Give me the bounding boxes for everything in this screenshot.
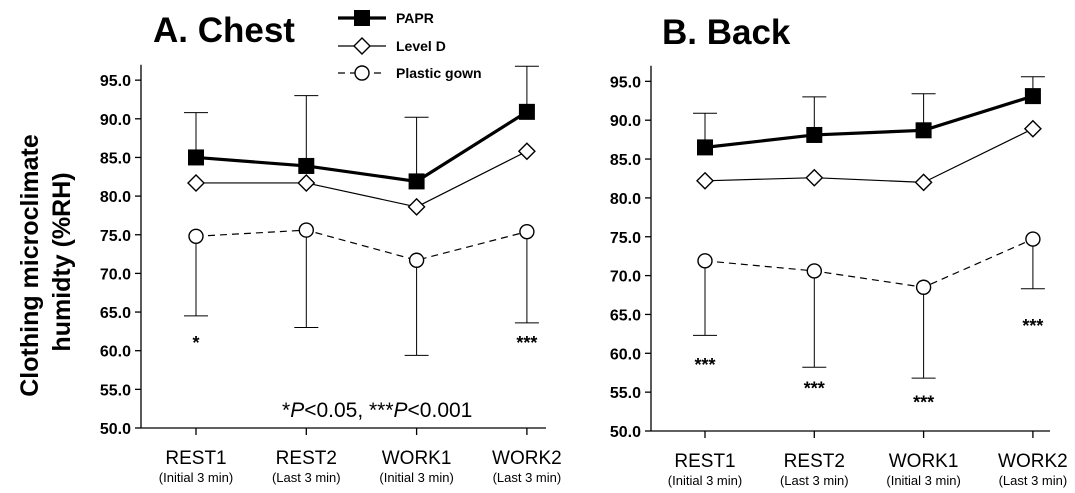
legend-label: Plastic gown	[396, 65, 482, 81]
significance-marker: ***	[1022, 316, 1043, 336]
y-tick-label: 85.0	[610, 152, 641, 169]
y-axis-label-line2: humidty (%RH)	[48, 172, 76, 351]
footnote-part: P	[290, 399, 304, 422]
data-point	[298, 157, 315, 174]
x-tick-sublabel: (Last 3 min)	[999, 473, 1068, 488]
x-tick-sublabel: (Last 3 min)	[493, 470, 562, 485]
y-tick-label: 70.0	[610, 269, 641, 286]
y-tick-label: 65.0	[610, 307, 641, 324]
data-point	[697, 253, 713, 269]
x-tick-label: WORK1	[382, 448, 452, 469]
x-tick-sublabel: (Initial 3 min)	[379, 470, 453, 485]
x-tick-sublabel: (Initial 3 min)	[159, 470, 233, 485]
data-point	[806, 263, 822, 279]
data-point	[188, 149, 204, 166]
legend-label: Level D	[396, 38, 446, 54]
data-point	[915, 122, 932, 139]
panel-title: A. Chest	[153, 11, 295, 50]
y-tick-label: 50.0	[610, 424, 641, 441]
panel-title: B. Back	[662, 13, 791, 52]
x-tick-label: WORK2	[998, 451, 1068, 472]
significance-marker: ***	[804, 378, 825, 398]
data-point	[519, 223, 535, 240]
series-line	[704, 128, 1034, 183]
series-plastic-gown	[693, 231, 1045, 379]
data-point	[518, 103, 535, 120]
y-tick-label: 95.0	[610, 74, 641, 91]
data-point	[408, 173, 425, 190]
legend-marker	[354, 10, 370, 26]
significance-marker: ***	[694, 355, 715, 375]
panel-back: B. Back 50.0 55.0 60.0 65.0 70.0 75.0 80.0 85.0 9…	[610, 13, 1068, 488]
data-point	[805, 168, 824, 187]
footnote-part: <0.05, ***	[304, 399, 393, 422]
y-tick-label: 95.0	[100, 73, 131, 90]
legend-marker	[353, 37, 371, 55]
y-axis-label: Clothing microclimate humidty (%RH)	[16, 127, 76, 397]
x-tick-sublabel: (Last 3 min)	[272, 470, 341, 485]
data-point	[697, 139, 713, 156]
data-point	[188, 228, 204, 244]
y-axis-label-line1: Clothing microclimate	[16, 134, 44, 397]
y-tick-label: 55.0	[100, 382, 131, 399]
footnote-part: P	[394, 399, 408, 422]
legend-label: PAPR	[396, 10, 434, 26]
series-line	[195, 229, 528, 261]
data-point	[297, 173, 316, 192]
y-tick-label: 85.0	[100, 150, 131, 167]
y-tick-label: 80.0	[610, 191, 641, 208]
series-line	[704, 94, 1034, 149]
series-line	[195, 110, 528, 184]
data-point	[696, 171, 714, 190]
y-tick-label: 60.0	[100, 344, 131, 361]
data-point	[517, 142, 536, 161]
y-tick-label: 65.0	[100, 305, 131, 322]
significance-marker: ***	[913, 392, 934, 412]
y-tick-label: 80.0	[100, 189, 131, 206]
data-point	[298, 222, 314, 238]
x-tick-label: REST2	[784, 451, 845, 472]
series-line	[704, 238, 1034, 288]
x-tick-label: WORK1	[889, 451, 959, 472]
series-plastic-gown	[184, 222, 539, 356]
footnote-part: <0.001	[408, 399, 473, 422]
y-tick-label: 90.0	[100, 112, 131, 129]
series-papr	[693, 76, 1045, 156]
series-level-d	[696, 119, 1042, 192]
y-tick-label: 50.0	[100, 421, 131, 438]
data-point	[408, 252, 425, 268]
x-tick-label: REST2	[276, 448, 337, 469]
data-point	[1025, 231, 1041, 247]
data-point	[1023, 119, 1042, 138]
legend: PAPR Level D Plastic gown	[338, 10, 482, 81]
data-point	[407, 197, 426, 216]
x-tick-sublabel: (Initial 3 min)	[886, 473, 960, 488]
significance-marker: ***	[516, 333, 537, 353]
x-tick-label: REST1	[165, 448, 226, 469]
data-point	[1024, 88, 1041, 105]
significance-marker: *	[192, 333, 199, 353]
footnote-part: *	[282, 399, 290, 422]
y-tick-label: 90.0	[610, 113, 641, 130]
data-point	[915, 279, 932, 295]
legend-marker	[354, 65, 370, 81]
data-point	[806, 126, 823, 143]
x-tick-sublabel: (Last 3 min)	[780, 473, 849, 488]
y-tick-label: 75.0	[610, 230, 641, 247]
significance-footnote: *P<0.05, ***P<0.001	[282, 399, 472, 422]
panel-chest: A. Chest 50.0 55.0 60.0 65.0 70.0 75.0 80.0 85.0…	[100, 11, 562, 485]
y-tick-label: 55.0	[610, 385, 641, 402]
y-tick-label: 70.0	[100, 266, 131, 283]
data-point	[187, 173, 205, 192]
series-papr	[184, 65, 539, 190]
x-tick-sublabel: (Initial 3 min)	[668, 473, 742, 488]
series-level-d	[187, 142, 536, 216]
series-line	[196, 150, 528, 208]
y-tick-label: 60.0	[610, 346, 641, 363]
x-tick-label: REST1	[674, 451, 735, 472]
data-point	[914, 173, 933, 192]
x-tick-label: WORK2	[492, 448, 562, 469]
y-tick-label: 75.0	[100, 228, 131, 245]
